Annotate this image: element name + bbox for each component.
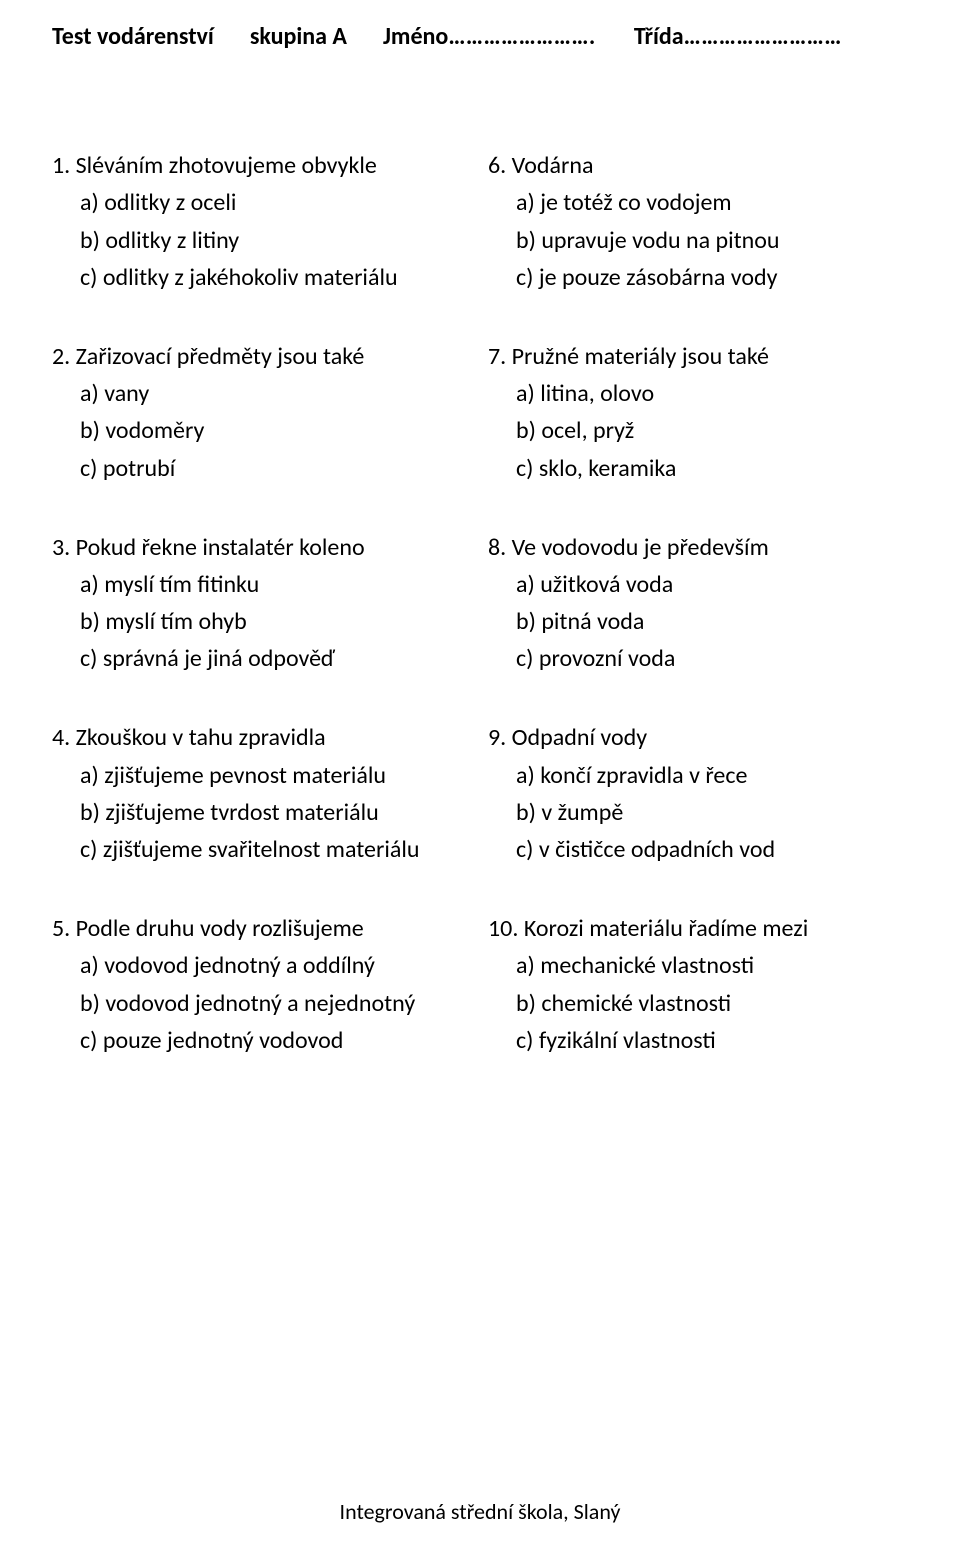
- option-b: b) upravuje vodu na pitnou: [516, 222, 908, 259]
- question-text: 7. Pružné materiály jsou také: [488, 338, 908, 375]
- columns: 1. Sléváním zhotovujeme obvykle a) odlit…: [52, 147, 908, 1101]
- option-b: b) vodoměry: [80, 412, 472, 449]
- question-text: 2. Zařizovací předměty jsou také: [52, 338, 472, 375]
- question-4: 4. Zkouškou v tahu zpravidla a) zjišťuje…: [52, 719, 472, 868]
- question-text: 8. Ve vodovodu je především: [488, 529, 908, 566]
- option-b: b) vodovod jednotný a nejednotný: [80, 985, 472, 1022]
- footer-text: Integrovaná střední škola, Slaný: [0, 1495, 960, 1529]
- option-c: c) je pouze zásobárna vody: [516, 259, 908, 296]
- options: a) končí zpravidla v řece b) v žumpě c) …: [488, 757, 908, 869]
- option-a: a) končí zpravidla v řece: [516, 757, 908, 794]
- option-c: c) provozní voda: [516, 640, 908, 677]
- question-10: 10. Korozi materiálu řadíme mezi a) mech…: [488, 910, 908, 1059]
- name-label-text: Jméno: [383, 22, 448, 51]
- question-text: 10. Korozi materiálu řadíme mezi: [488, 910, 908, 947]
- question-text: 4. Zkouškou v tahu zpravidla: [52, 719, 472, 756]
- question-text: 5. Podle druhu vody rozlišujeme: [52, 910, 472, 947]
- option-a: a) je totéž co vodojem: [516, 184, 908, 221]
- question-3: 3. Pokud řekne instalatér koleno a) mysl…: [52, 529, 472, 678]
- option-a: a) zjišťujeme pevnost materiálu: [80, 757, 472, 794]
- option-c: c) odlitky z jakéhokoliv materiálu: [80, 259, 472, 296]
- option-a: a) užitková voda: [516, 566, 908, 603]
- options: a) vodovod jednotný a oddílný b) vodovod…: [52, 947, 472, 1059]
- question-8: 8. Ve vodovodu je především a) užitková …: [488, 529, 908, 678]
- option-c: c) fyzikální vlastnosti: [516, 1022, 908, 1059]
- question-5: 5. Podle druhu vody rozlišujeme a) vodov…: [52, 910, 472, 1059]
- options: a) odlitky z oceli b) odlitky z litiny c…: [52, 184, 472, 296]
- question-9: 9. Odpadní vody a) končí zpravidla v řec…: [488, 719, 908, 868]
- option-c: c) sklo, keramika: [516, 450, 908, 487]
- option-c: c) pouze jednotný vodovod: [80, 1022, 472, 1059]
- class-label-text: Třída: [634, 22, 684, 51]
- options: a) myslí tím fitinku b) myslí tím ohyb c…: [52, 566, 472, 678]
- option-b: b) pitná voda: [516, 603, 908, 640]
- name-field: Jméno…………………….: [383, 18, 596, 55]
- option-a: a) odlitky z oceli: [80, 184, 472, 221]
- option-a: a) vodovod jednotný a oddílný: [80, 947, 472, 984]
- name-dots: …………………….: [448, 22, 596, 51]
- page: Test vodárenství skupina A Jméno………………………: [0, 0, 960, 1563]
- options: a) litina, olovo b) ocel, pryž c) sklo, …: [488, 375, 908, 487]
- question-text: 9. Odpadní vody: [488, 719, 908, 756]
- option-b: b) zjišťujeme tvrdost materiálu: [80, 794, 472, 831]
- option-a: a) litina, olovo: [516, 375, 908, 412]
- header: Test vodárenství skupina A Jméno………………………: [52, 18, 908, 55]
- left-column: 1. Sléváním zhotovujeme obvykle a) odlit…: [52, 147, 480, 1101]
- option-a: a) mechanické vlastnosti: [516, 947, 908, 984]
- option-a: a) vany: [80, 375, 472, 412]
- option-b: b) odlitky z litiny: [80, 222, 472, 259]
- group-label: skupina A: [250, 18, 347, 55]
- options: a) užitková voda b) pitná voda c) provoz…: [488, 566, 908, 678]
- question-2: 2. Zařizovací předměty jsou také a) vany…: [52, 338, 472, 487]
- option-c: c) v čističce odpadních vod: [516, 831, 908, 868]
- question-7: 7. Pružné materiály jsou také a) litina,…: [488, 338, 908, 487]
- right-column: 6. Vodárna a) je totéž co vodojem b) upr…: [480, 147, 908, 1101]
- option-b: b) chemické vlastnosti: [516, 985, 908, 1022]
- test-title: Test vodárenství: [52, 18, 214, 55]
- option-c: c) potrubí: [80, 450, 472, 487]
- option-c: c) správná je jiná odpověď: [80, 640, 472, 677]
- question-text: 3. Pokud řekne instalatér koleno: [52, 529, 472, 566]
- option-b: b) v žumpě: [516, 794, 908, 831]
- option-b: b) myslí tím ohyb: [80, 603, 472, 640]
- options: a) vany b) vodoměry c) potrubí: [52, 375, 472, 487]
- question-1: 1. Sléváním zhotovujeme obvykle a) odlit…: [52, 147, 472, 296]
- question-6: 6. Vodárna a) je totéž co vodojem b) upr…: [488, 147, 908, 296]
- options: a) mechanické vlastnosti b) chemické vla…: [488, 947, 908, 1059]
- option-a: a) myslí tím fitinku: [80, 566, 472, 603]
- class-dots: ………………………: [684, 22, 842, 51]
- question-text: 6. Vodárna: [488, 147, 908, 184]
- options: a) je totéž co vodojem b) upravuje vodu …: [488, 184, 908, 296]
- option-c: c) zjišťujeme svařitelnost materiálu: [80, 831, 472, 868]
- question-text: 1. Sléváním zhotovujeme obvykle: [52, 147, 472, 184]
- class-field: Třída………………………: [634, 18, 842, 55]
- options: a) zjišťujeme pevnost materiálu b) zjišť…: [52, 757, 472, 869]
- option-b: b) ocel, pryž: [516, 412, 908, 449]
